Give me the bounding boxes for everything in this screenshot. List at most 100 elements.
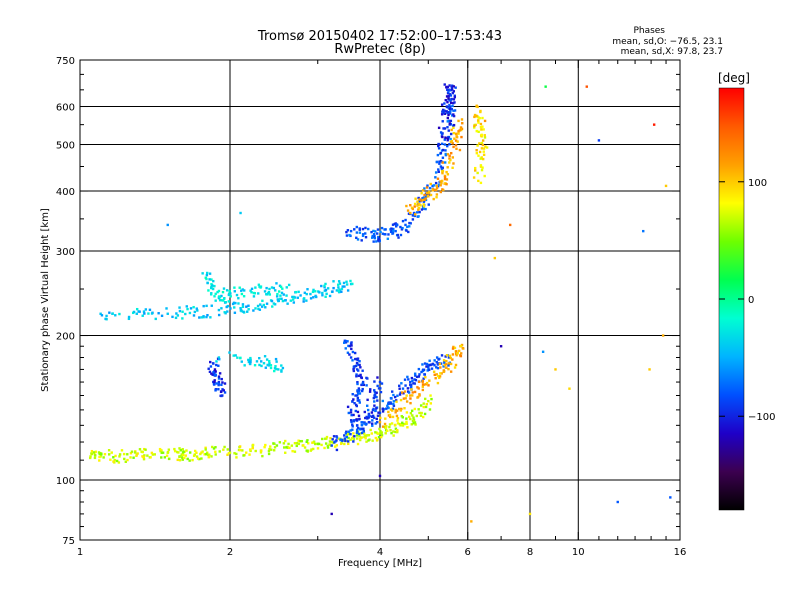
- data-point: [353, 365, 356, 368]
- data-point: [239, 211, 242, 215]
- data-point: [207, 289, 210, 292]
- data-point: [141, 450, 144, 454]
- data-point: [283, 299, 287, 302]
- data-point: [375, 395, 378, 399]
- data-point: [237, 297, 240, 300]
- data-point: [436, 153, 440, 157]
- data-point: [324, 295, 327, 298]
- data-point: [142, 457, 146, 461]
- data-point: [355, 373, 358, 376]
- data-point: [405, 420, 408, 424]
- data-point: [482, 147, 486, 150]
- data-point: [235, 456, 238, 459]
- data-point: [330, 444, 333, 447]
- data-point: [479, 181, 483, 185]
- data-point: [357, 387, 361, 390]
- data-point: [118, 455, 121, 458]
- data-point: [388, 423, 392, 426]
- data-point: [268, 447, 271, 451]
- data-point: [305, 449, 308, 452]
- data-point: [147, 312, 150, 315]
- data-point: [478, 116, 481, 120]
- data-point: [484, 145, 487, 148]
- data-point: [452, 113, 455, 116]
- data-point: [479, 125, 483, 129]
- data-point: [180, 456, 184, 459]
- data-point: [340, 287, 344, 291]
- data-point: [274, 365, 277, 368]
- data-point: [218, 357, 221, 361]
- data-point: [328, 440, 332, 443]
- data-point: [396, 430, 399, 434]
- data-point: [349, 356, 353, 359]
- data-point: [255, 360, 259, 363]
- data-point: [217, 313, 221, 317]
- data-point: [418, 394, 421, 397]
- data-point: [397, 236, 400, 239]
- data-point: [447, 113, 450, 117]
- data-point: [93, 456, 97, 460]
- data-point: [349, 438, 352, 441]
- data-point: [364, 416, 367, 420]
- data-point: [447, 367, 450, 371]
- data-point: [213, 295, 216, 298]
- data-point: [436, 177, 440, 180]
- data-point: [274, 357, 278, 361]
- data-point: [435, 186, 439, 190]
- data-point: [220, 377, 223, 381]
- data-point: [392, 430, 395, 433]
- data-point: [417, 215, 420, 218]
- data-point: [408, 221, 411, 225]
- data-point: [94, 454, 97, 457]
- data-point: [223, 297, 226, 300]
- data-point: [446, 120, 449, 123]
- data-point: [450, 86, 454, 89]
- data-point: [166, 223, 169, 227]
- data-point: [181, 317, 184, 320]
- data-point: [381, 232, 385, 235]
- data-point: [299, 439, 302, 443]
- data-point: [392, 404, 396, 407]
- data-point: [337, 280, 341, 283]
- data-point: [391, 229, 395, 233]
- data-point: [276, 292, 279, 296]
- data-point: [165, 307, 168, 310]
- data-point: [371, 439, 374, 442]
- data-point: [482, 128, 485, 131]
- data-point: [412, 382, 415, 385]
- data-point: [449, 94, 453, 97]
- data-point: [215, 360, 218, 363]
- data-point: [394, 423, 397, 427]
- data-point: [451, 358, 454, 361]
- data-point: [111, 312, 114, 315]
- data-point: [228, 351, 231, 354]
- data-point: [451, 142, 454, 145]
- data-point: [259, 360, 263, 363]
- data-point: [357, 414, 361, 418]
- data-point: [479, 165, 483, 168]
- data-point: [437, 168, 440, 171]
- data-point: [449, 362, 453, 366]
- data-point: [123, 457, 126, 461]
- data-point: [388, 413, 392, 417]
- data-point: [424, 397, 427, 401]
- data-point: [214, 292, 217, 296]
- data-point: [289, 299, 293, 302]
- data-point: [444, 149, 447, 152]
- data-point: [406, 426, 409, 429]
- data-point: [356, 238, 360, 241]
- data-point: [421, 415, 425, 419]
- data-point: [220, 294, 223, 298]
- data-point: [443, 143, 447, 146]
- data-point: [354, 409, 357, 413]
- data-point: [416, 204, 419, 207]
- data-point: [361, 227, 365, 231]
- data-point: [479, 122, 483, 126]
- data-point: [411, 207, 415, 211]
- data-point: [352, 413, 355, 417]
- data-point: [448, 111, 451, 114]
- data-point: [454, 139, 458, 142]
- data-point: [399, 225, 402, 229]
- data-point: [443, 177, 447, 181]
